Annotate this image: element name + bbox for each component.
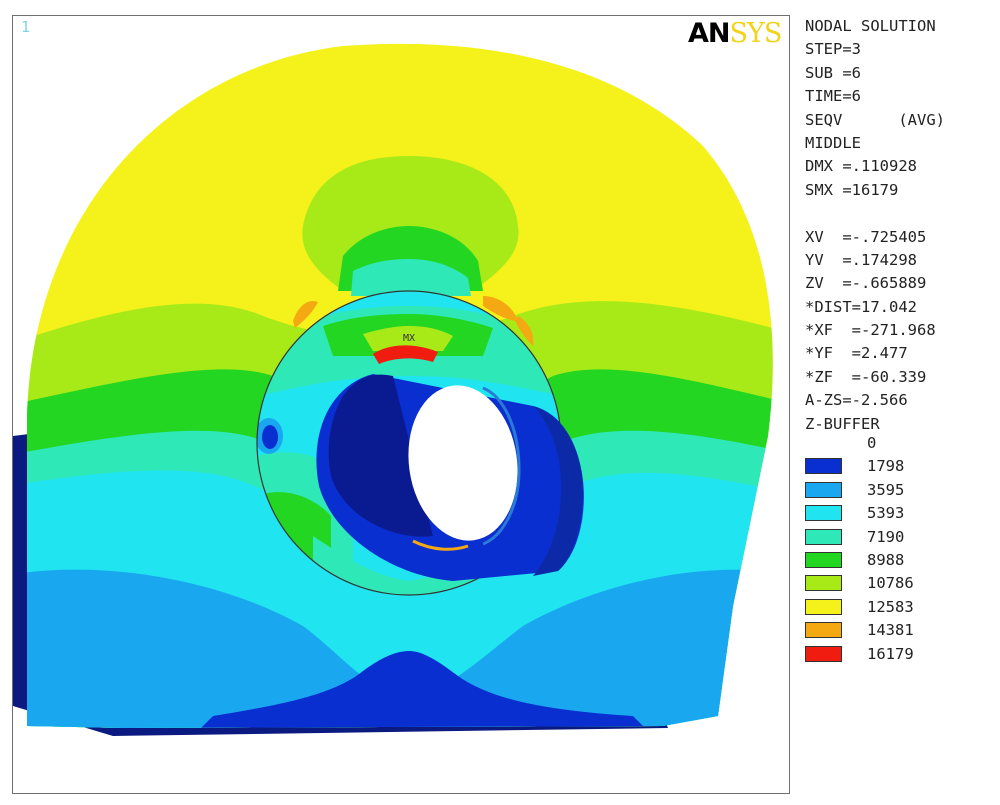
info-line: SMX =16179 xyxy=(805,180,899,199)
legend-swatch xyxy=(805,528,842,545)
ansys-logo: ANSYS xyxy=(688,18,782,49)
info-line: TIME=6 xyxy=(805,87,861,106)
legend-swatch xyxy=(805,551,842,568)
graphics-viewport[interactable]: 1 ANSYS xyxy=(12,15,790,794)
max-marker: MX xyxy=(403,333,415,344)
info-line: Z-BUFFER xyxy=(805,414,880,433)
legend-label: 10786 xyxy=(867,574,914,593)
legend-label: 12583 xyxy=(867,597,914,616)
info-line: STEP=3 xyxy=(805,40,861,59)
legend-min-label: 0 xyxy=(867,434,877,452)
legend-label: 1798 xyxy=(867,457,905,476)
legend-label: 14381 xyxy=(867,621,914,640)
info-line: SUB =6 xyxy=(805,63,861,82)
stress-contour-plot: MX xyxy=(13,43,773,736)
info-line: *DIST=17.042 xyxy=(805,297,917,316)
info-line: XV =-.725405 xyxy=(805,227,927,246)
legend-swatch xyxy=(805,505,842,522)
info-line: MIDDLE xyxy=(805,133,861,152)
legend-swatch xyxy=(805,575,842,592)
window-number: 1 xyxy=(21,18,31,36)
solution-info-panel: NODAL SOLUTION STEP=3 SUB =6 TIME=6 SEQV (AV… xyxy=(805,15,997,436)
info-line: YV =.174298 xyxy=(805,250,917,269)
legend-label: 16179 xyxy=(867,644,914,663)
info-line: SEQV (AVG) xyxy=(805,110,945,129)
info-line: ZV =-.665889 xyxy=(805,274,927,293)
legend-swatch xyxy=(805,458,842,475)
legend-swatch xyxy=(805,645,842,662)
legend-label: 7190 xyxy=(867,527,905,546)
info-line: *ZF =-60.339 xyxy=(805,367,927,386)
info-line: DMX =.110928 xyxy=(805,157,917,176)
info-line xyxy=(805,202,997,225)
pipe-cylinder xyxy=(316,374,584,581)
legend-swatch xyxy=(805,622,842,639)
legend-swatch xyxy=(805,481,842,498)
info-line: NODAL SOLUTION xyxy=(805,17,936,35)
info-line: *XF =-271.968 xyxy=(805,321,936,340)
info-line: A-ZS=-2.566 xyxy=(805,391,908,410)
legend-label: 3595 xyxy=(867,480,905,499)
legend-swatch xyxy=(805,598,842,615)
legend-label: 5393 xyxy=(867,504,905,523)
legend-label: 8988 xyxy=(867,550,905,569)
info-line: *YF =2.477 xyxy=(805,344,908,363)
